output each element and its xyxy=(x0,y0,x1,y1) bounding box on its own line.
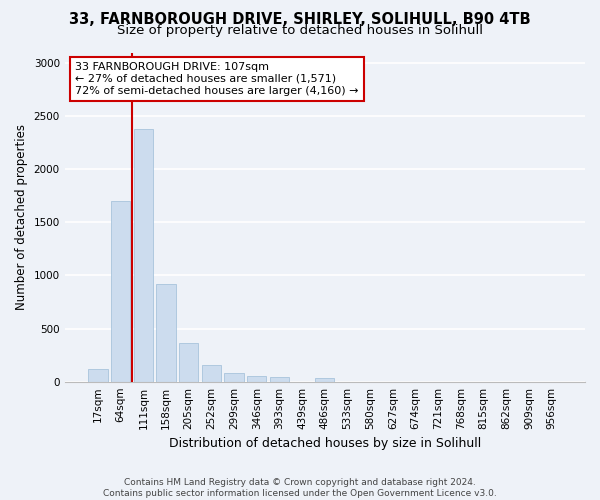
X-axis label: Distribution of detached houses by size in Solihull: Distribution of detached houses by size … xyxy=(169,437,481,450)
Text: 33 FARNBOROUGH DRIVE: 107sqm
← 27% of detached houses are smaller (1,571)
72% of: 33 FARNBOROUGH DRIVE: 107sqm ← 27% of de… xyxy=(75,62,359,96)
Bar xyxy=(202,365,221,382)
Text: Contains HM Land Registry data © Crown copyright and database right 2024.
Contai: Contains HM Land Registry data © Crown c… xyxy=(103,478,497,498)
Bar xyxy=(270,378,289,382)
Bar xyxy=(247,376,266,382)
Y-axis label: Number of detached properties: Number of detached properties xyxy=(15,124,28,310)
Text: 33, FARNBOROUGH DRIVE, SHIRLEY, SOLIHULL, B90 4TB: 33, FARNBOROUGH DRIVE, SHIRLEY, SOLIHULL… xyxy=(69,12,531,28)
Bar xyxy=(88,369,107,382)
Bar xyxy=(134,129,153,382)
Bar xyxy=(111,201,130,382)
Bar xyxy=(157,284,176,382)
Bar xyxy=(179,344,199,382)
Bar xyxy=(315,378,334,382)
Bar xyxy=(224,372,244,382)
Text: Size of property relative to detached houses in Solihull: Size of property relative to detached ho… xyxy=(117,24,483,37)
